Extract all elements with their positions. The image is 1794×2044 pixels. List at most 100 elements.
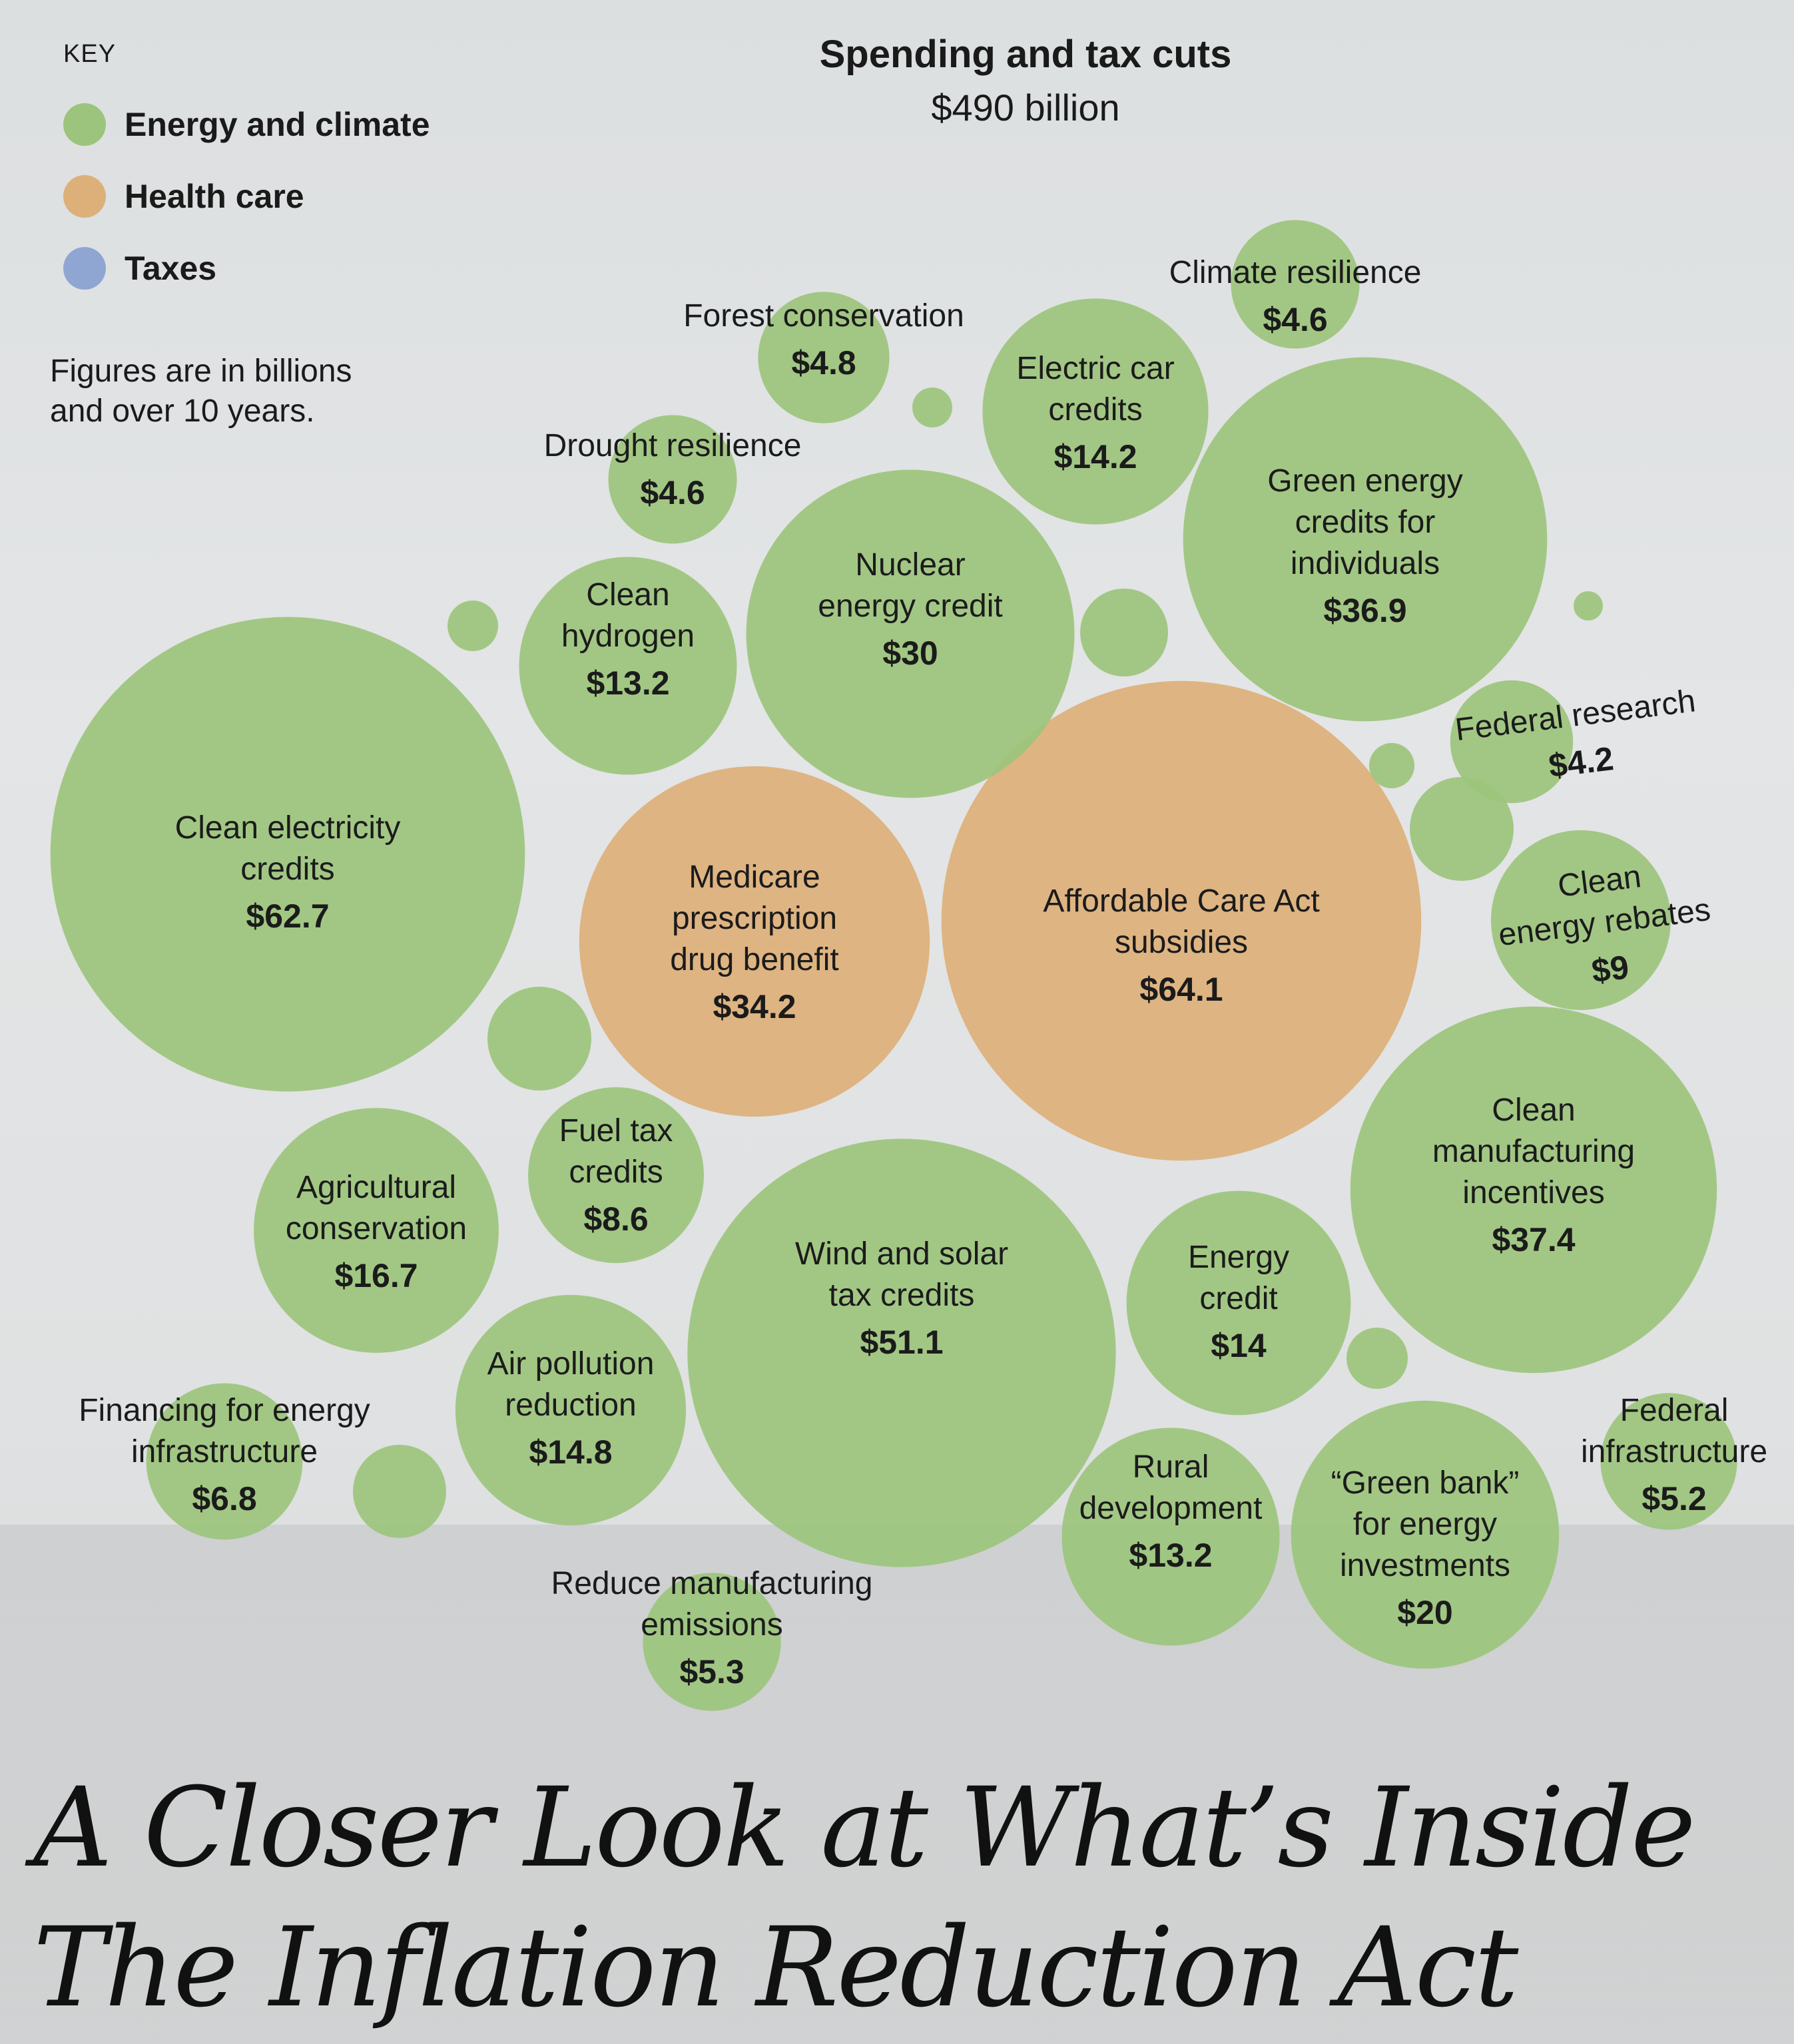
bubble-unlabeled (1369, 743, 1414, 788)
units-note: Figures are in billions and over 10 year… (50, 352, 352, 431)
bubble-name: subsidies (1114, 925, 1249, 960)
bubble-name: reduction (505, 1388, 637, 1423)
bubble-name: development (1079, 1491, 1263, 1526)
bubble-name: investments (1339, 1548, 1511, 1583)
legend-item-energy: Energy and climate (63, 89, 430, 160)
bubble-name: Clean (586, 577, 670, 613)
bubble-value: $13.2 (586, 664, 670, 702)
bubble-label: Federal infrastructure $5.2 (1581, 1390, 1767, 1519)
legend-item-health: Health care (63, 160, 430, 232)
legend-item-taxes: Taxes (63, 232, 430, 304)
bubble-name: Air pollution (487, 1346, 655, 1382)
bubble-reduce-manufacturing-emissions (643, 1573, 781, 1711)
bubble-federal-research (1450, 680, 1574, 804)
bubble-unlabeled (448, 601, 498, 651)
bubble-value: $30 (882, 635, 938, 672)
bubble-label: Electric car credits $14.2 (1016, 348, 1174, 477)
bubble-affordable-care-act-subsidies (941, 680, 1422, 1161)
bubble-value: $64.1 (1139, 971, 1223, 1008)
bubble-value: $34.2 (713, 988, 796, 1025)
bubble-value: $14.2 (1053, 438, 1137, 475)
bubble-label: Clean electricity credits $62.7 (175, 808, 401, 937)
bubble-value: $13.2 (1129, 1537, 1213, 1574)
headline: A Closer Look at What’s Inside The Infla… (33, 1758, 1696, 2037)
bubble-value: $37.4 (1492, 1221, 1576, 1258)
note-line: and over 10 years. (50, 393, 315, 429)
bubble-label: Air pollution reduction $14.8 (487, 1344, 655, 1473)
bubble-name: Wind and solar (794, 1236, 1009, 1272)
bubble-unlabeled (1574, 591, 1603, 621)
bubble-financing-for-energy-infrastructure (146, 1383, 303, 1540)
bubble-value: $5.2 (1642, 1480, 1707, 1517)
bubble-energy-credit (1126, 1190, 1351, 1415)
bubble-name: Rural (1132, 1449, 1209, 1485)
bubble-value: $62.7 (246, 897, 330, 935)
bubble-name: Drought resilience (543, 428, 802, 463)
bubble-name: Medicare (689, 860, 820, 895)
legend-label: Taxes (125, 250, 217, 287)
bubble-value: $4.6 (640, 474, 705, 511)
taxes-dot-icon (63, 247, 106, 290)
bubble-label: Climate resilience $4.6 (1169, 252, 1422, 340)
bubble-name: credits (569, 1154, 663, 1190)
bubble-label: Nuclear energy credit $30 (818, 545, 1002, 674)
chart-header: Spending and tax cuts $490 billion (733, 32, 1319, 129)
bubble-wind-and-solar-tax-credits (687, 1139, 1116, 1567)
bubble-name: Energy (1187, 1240, 1290, 1275)
legend: KEY Energy and climate Health care Taxes (63, 40, 430, 304)
bubble-unlabeled (912, 387, 952, 427)
bubble-label: Wind and solar tax credits $51.1 (795, 1234, 1008, 1363)
bubble-value: $36.9 (1323, 592, 1407, 629)
bubble-value: $4.6 (1263, 301, 1328, 338)
bubble-value: $6.8 (192, 1480, 257, 1517)
bubble-name: Green energy (1267, 463, 1463, 499)
bubble-name: Clean (1492, 1093, 1576, 1128)
bubble-name: Financing for energy (79, 1393, 370, 1428)
bubble-name: Affordable Care Act (1043, 884, 1320, 919)
bubble-label: Agricultural conservation $16.7 (286, 1167, 467, 1296)
bubble-name: infrastructure (131, 1434, 318, 1469)
bubble-name: Federal (1620, 1393, 1729, 1428)
bubble-value: $14.8 (529, 1433, 613, 1471)
bubble-name: individuals (1290, 546, 1440, 581)
bubble-name: incentives (1462, 1175, 1605, 1210)
bubble-name: manufacturing (1432, 1134, 1636, 1169)
bubble-value: $14 (1211, 1327, 1267, 1364)
bubble-medicare-prescription-drug-benefit (579, 766, 930, 1117)
bubble-name: Reduce manufacturing (551, 1566, 873, 1601)
bubble-value: $20 (1397, 1594, 1453, 1631)
bubble-name: tax credits (828, 1278, 975, 1313)
bubble-label: Fuel tax credits $8.6 (559, 1111, 673, 1240)
bubble-agricultural-conservation (254, 1108, 499, 1353)
note-line: Figures are in billions (50, 354, 352, 389)
legend-label: Health care (125, 178, 304, 215)
bubble-value: $5.3 (679, 1653, 745, 1690)
bubble-name: “Green bank” (1331, 1465, 1520, 1501)
bubble-clean-manufacturing-incentives (1350, 1006, 1717, 1374)
bubble-name: drug benefit (670, 942, 839, 977)
bubble-forest-conservation (758, 292, 890, 423)
bubble-drought-resilience (608, 415, 737, 544)
bubble-unlabeled (1080, 589, 1168, 676)
bubble-label: Financing for energy infrastructure $6.8 (79, 1390, 370, 1519)
bubble-value: $4.8 (791, 344, 856, 382)
legend-title: KEY (63, 40, 117, 68)
bubble-value: $51.1 (860, 1324, 944, 1361)
bubble-label: Medicare prescription drug benefit $34.2 (670, 857, 839, 1027)
bubble-climate-resilience (1231, 220, 1360, 349)
bubble-rural-development (1061, 1427, 1280, 1646)
bubble-name: credits for (1295, 505, 1436, 540)
energy-dot-icon (63, 103, 106, 146)
bubble-value: $16.7 (334, 1257, 418, 1294)
bubble-green-bank-for-energy-investments (1291, 1400, 1560, 1669)
bubble-unlabeled (1346, 1328, 1408, 1389)
bubble-name: conservation (285, 1211, 467, 1246)
bubble-name: Forest conservation (683, 298, 964, 334)
bubble-clean-hydrogen (519, 557, 737, 775)
headline-line-2: The Inflation Reduction Act (33, 1904, 1518, 2031)
bubble-name: Clean electricity (174, 810, 401, 846)
bubble-name: credit (1199, 1281, 1278, 1316)
bubble-clean-energy-rebates (1491, 830, 1671, 1010)
bubble-name: for energy (1352, 1507, 1498, 1542)
bubble-name: Climate resilience (1169, 255, 1422, 290)
